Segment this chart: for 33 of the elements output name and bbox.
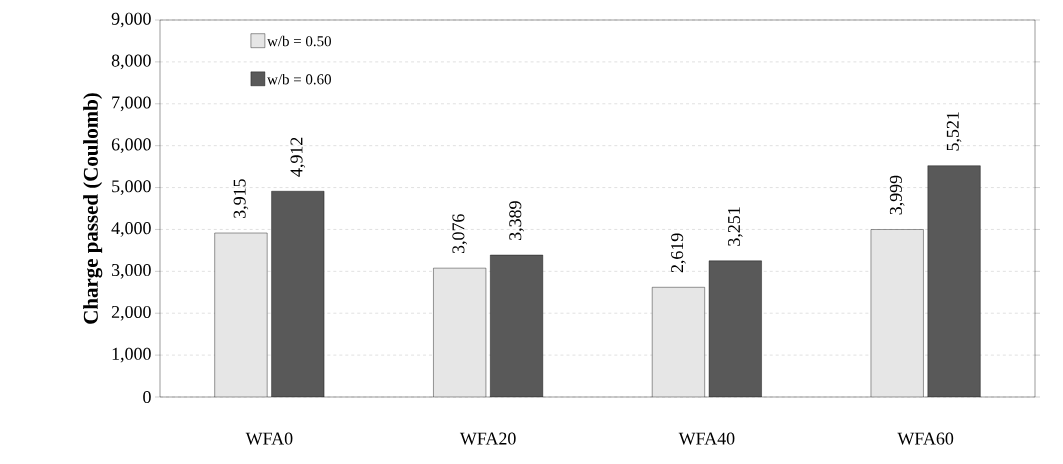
y-tick-label: 2,000 <box>111 305 151 321</box>
y-tick-label: 5,000 <box>112 180 151 195</box>
data-label: 2,619 <box>671 233 686 273</box>
data-label: 4,912 <box>290 137 306 177</box>
x-tick-label: WFA20 <box>459 432 516 445</box>
y-axis-title: Charge passed (Coulomb) <box>83 93 103 324</box>
bar <box>927 165 981 397</box>
legend-label: w/b = 0.60 <box>267 73 331 85</box>
bar <box>490 254 544 397</box>
y-tick-label: 1,000 <box>112 347 151 363</box>
y-tick-label: 7,000 <box>112 96 151 112</box>
y-tick-label: 6,000 <box>111 138 151 154</box>
legend-label: w/b = 0.50 <box>267 35 331 47</box>
y-tick-label: 8,000 <box>111 54 151 70</box>
x-tick-label: WFA40 <box>678 432 735 445</box>
y-tick-label: 9,000 <box>111 12 151 28</box>
data-label: 3,389 <box>509 201 524 240</box>
bar <box>433 267 487 397</box>
x-tick-label: WFA0 <box>245 432 293 445</box>
y-tick-label: 0 <box>143 390 151 404</box>
x-tick-label: WFA60 <box>897 432 954 445</box>
data-label: 5,521 <box>946 112 962 151</box>
y-tick-label: 3,000 <box>111 264 151 279</box>
bar <box>214 232 268 397</box>
y-tick-label: 4,000 <box>111 222 151 237</box>
bar <box>708 260 762 397</box>
bar <box>651 287 705 397</box>
data-label: 3,251 <box>728 207 743 246</box>
data-label: 3,999 <box>889 175 905 215</box>
bar <box>271 191 325 397</box>
data-label: 3,915 <box>233 179 249 218</box>
data-label: 3,076 <box>452 214 468 254</box>
bar <box>870 229 924 397</box>
